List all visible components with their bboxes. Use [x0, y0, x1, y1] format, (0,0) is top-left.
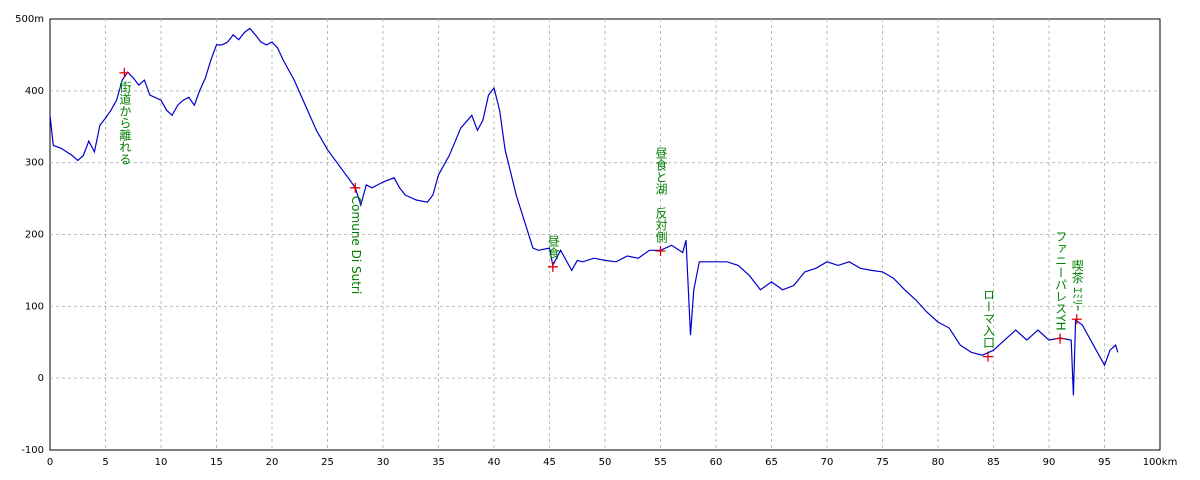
annotation-label: ローマ入口 — [981, 289, 995, 349]
annotation-label: 昼食と湖 反対側 — [654, 147, 668, 243]
x-tick-label: 25 — [321, 457, 334, 468]
x-tick-label: 40 — [488, 457, 501, 468]
x-tick-label: 90 — [1043, 457, 1056, 468]
annotation-marker — [547, 261, 558, 272]
annotation-marker — [982, 351, 993, 362]
annotation-label: 街道から離れる — [118, 80, 132, 164]
y-tick-label: 400 — [25, 86, 44, 97]
annotation-marker — [655, 246, 666, 257]
annotation-label: 昼食 — [546, 234, 560, 258]
x-tick-label: 45 — [543, 457, 556, 468]
x-tick-label: 50 — [599, 457, 612, 468]
y-tick-label: 300 — [25, 158, 44, 169]
y-tick-label: 500m — [15, 14, 44, 25]
x-tick-label: 75 — [876, 457, 889, 468]
x-tick-label: 0 — [47, 457, 53, 468]
annotation-marker — [350, 182, 361, 193]
x-tick-label: 35 — [432, 457, 445, 468]
x-tick-label: 80 — [932, 457, 945, 468]
y-tick-label: -100 — [21, 445, 44, 456]
x-tick-label: 55 — [654, 457, 667, 468]
annotation-label: 喫茶 ｴﾐﾘｰ — [1070, 259, 1084, 311]
annotation-marker — [119, 67, 130, 78]
x-tick-label: 70 — [821, 457, 834, 468]
elevation-line — [49, 27, 1119, 396]
x-tick-label: 15 — [210, 457, 223, 468]
y-tick-label: 200 — [25, 230, 44, 241]
y-tick-label: 0 — [38, 373, 44, 384]
x-tick-label: 10 — [155, 457, 168, 468]
x-tick-label: 65 — [765, 457, 778, 468]
annotation-label: Comune Di Sutri — [349, 196, 363, 294]
x-tick-label: 100km — [1143, 457, 1178, 468]
x-tick-label: 20 — [266, 457, 279, 468]
annotation-marker — [1071, 314, 1082, 325]
annotation-marker — [1055, 333, 1066, 344]
x-tick-label: 5 — [102, 457, 108, 468]
x-tick-label: 95 — [1098, 457, 1111, 468]
x-tick-label: 60 — [710, 457, 723, 468]
x-tick-label: 30 — [377, 457, 390, 468]
x-tick-label: 85 — [987, 457, 1000, 468]
y-tick-label: 100 — [25, 301, 44, 312]
annotation-label: ファニーパレスYH — [1054, 230, 1068, 330]
